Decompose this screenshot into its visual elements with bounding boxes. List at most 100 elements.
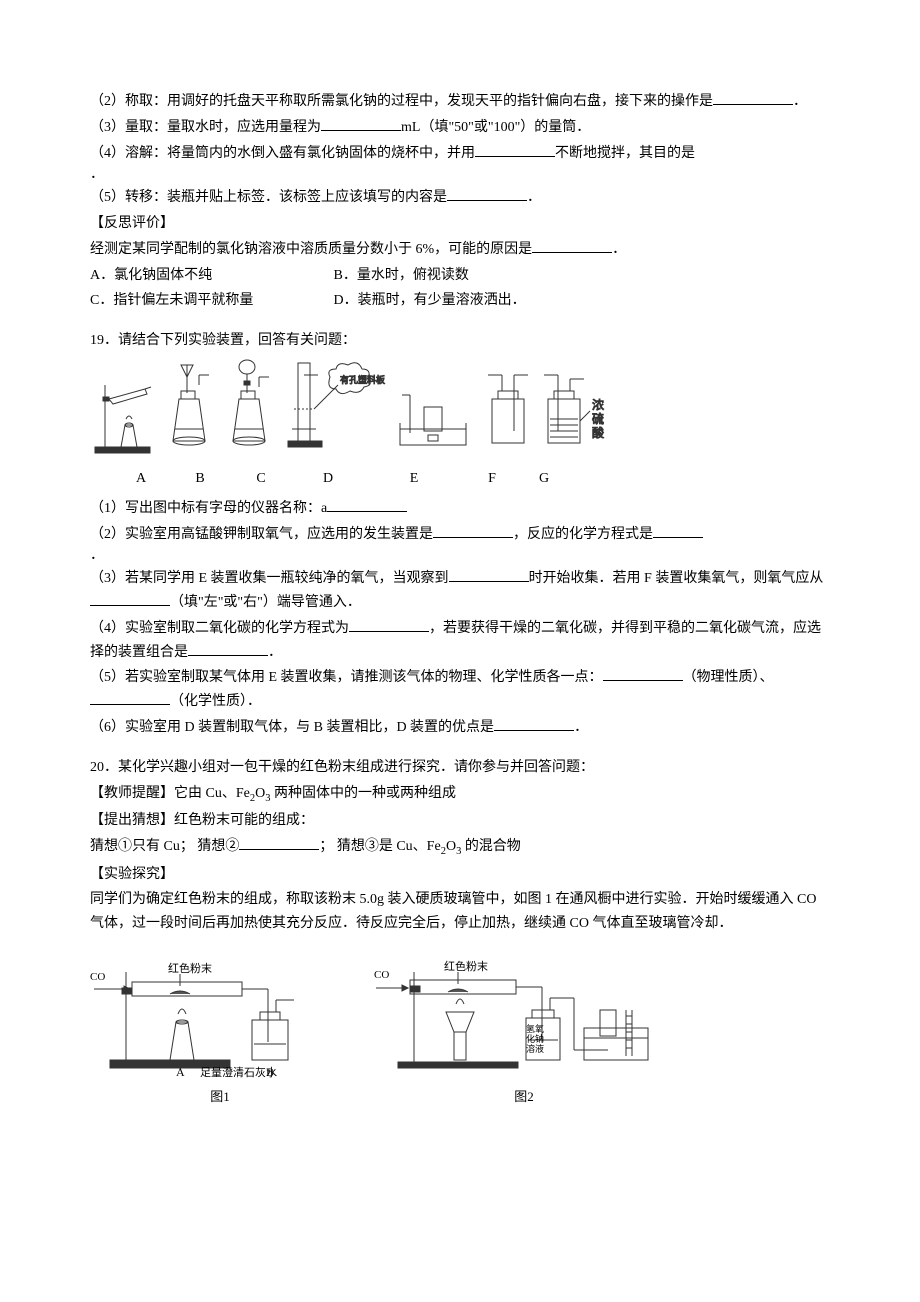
fig1-caption: 图1 [90,1086,350,1108]
fig2: CO 红色粉末 氢氧 化钠 溶液 图2 [374,942,674,1108]
bubble-text: 有孔塑料板 [340,374,385,385]
fig2-red: 红色粉末 [444,959,488,973]
blank [447,186,527,201]
fig2-naoh-3: 溶液 [526,1043,544,1054]
q20-guess-head: 【提出猜想】红色粉末可能的组成： [90,809,830,833]
apparatus-svg: 有孔塑料板 [90,355,620,465]
q18-item4-end: ． [90,167,830,184]
q18-opts-row1: A．氯化钠固体不纯 B．量水时，俯视读数 [90,264,830,288]
q19-p3: （3）若某同学用 E 装置收集一瓶较纯净的氧气，当观察到 时开始收集．若用 F 装… [90,567,830,615]
q19-p4-post: ． [268,645,282,660]
q19-p5: （5）若实验室制取某气体用 E 装置收集，请推测该气体的物理、化学性质各一点： （… [90,666,830,714]
q20-stem: 20．某化学兴趣小组对一包干燥的红色粉末组成进行探究．请你参与并回答问题： [90,756,830,780]
q18-reflect: 经测定某同学配制的氯化钠溶液中溶质质量分数小于 6%，可能的原因是 ． [90,238,830,262]
blank [349,617,429,632]
fig2-naoh-2: 化钠 [526,1033,544,1044]
q20-teacher-text: 它由 Cu、Fe2O3 两种固体中的一种或两种组成 [174,786,456,801]
q19-p5-mid2: （化学性质）． [170,694,261,709]
q18-item5-post: ． [527,190,541,205]
q20-guess-label: 【提出猜想】 [90,813,174,828]
blank [653,523,703,538]
q19-p3-mid: 时开始收集．若用 F 装置收集氧气，则氧气应从 [529,571,824,586]
fig1-A: A [176,1065,185,1079]
blank [90,591,170,606]
q18-item4: （4）溶解：将量筒内的水倒入盛有氯化钠固体的烧杯中，并用不断地搅拌，其目的是 [90,142,830,166]
fig1-svg: CO 红色粉末 足量澄清石灰水 A B [90,942,350,1082]
label-A: A [90,467,170,491]
blank [90,690,170,705]
q19-p6-pre: （6）实验室用 D 装置制取气体，与 B 装置相比，D 装置的优点是 [90,720,494,735]
blank [494,716,574,731]
q20-guess-text: 红色粉末可能的组成： [174,813,314,828]
q19-p6-post: ． [574,720,588,735]
blank [713,90,793,105]
q18-opts-row2: C．指针偏左未调平就称量 D．装瓶时，有少量溶液洒出． [90,289,830,313]
g-label-3: 酸 [592,425,604,440]
q19-p2-pre: （2）实验室用高锰酸钾制取氧气，应选用的发生装置是 [90,527,433,542]
label-G: G [520,467,568,491]
fig2-svg: CO 红色粉末 氢氧 化钠 溶液 [374,942,674,1082]
blank [188,641,268,656]
q19-p4-pre: （4）实验室制取二氧化碳的化学方程式为 [90,621,349,636]
blank [321,116,401,131]
q18-optA: A．氯化钠固体不纯 [90,264,330,288]
q19-p3-pre: （3）若某同学用 E 装置收集一瓶较纯净的氧气，当观察到 [90,571,449,586]
q20-exp-label: 【实验探究】 [90,863,830,887]
q18-optD: D．装瓶时，有少量溶液洒出． [334,289,526,313]
blank [327,497,407,512]
blank [532,238,612,253]
q18-item2-pre: （2）称取：用调好的托盘天平称取所需氯化钠的过程中，发现天平的指针偏向右盘，接下… [90,94,713,109]
q19-p4: （4）实验室制取二氧化碳的化学方程式为，若要获得干燥的二氧化碳，并得到平稳的二氧… [90,617,830,665]
apparatus-letters: A B C D E F G [90,467,830,491]
fig2-co: CO [374,969,389,981]
q18-item3-pre: （3）量取：量取水时，应选用量程为 [90,120,321,135]
g-label-2: 硫 [592,411,604,426]
blank [433,523,513,538]
q18-item5: （5）转移：装瓶并贴上标签．该标签上应该填写的内容是 ． [90,186,830,210]
q20-guess1: 猜想①只有 Cu； 猜想② [90,839,239,854]
q19-stem: 19．请结合下列实验装置，回答有关问题： [90,329,830,353]
q20-figures: CO 红色粉末 足量澄清石灰水 A B 图1 [90,942,830,1108]
q18-item2-post: ． [793,94,807,109]
q18-item5-pre: （5）转移：装瓶并贴上标签．该标签上应该填写的内容是 [90,190,447,205]
q19-p1-pre: （1）写出图中标有字母的仪器名称：a [90,501,327,516]
q19-p1: （1）写出图中标有字母的仪器名称：a [90,497,830,521]
q18-item3: （3）量取：量取水时，应选用量程为 mL（填"50"或"100"）的量筒． [90,116,830,140]
q20-teacher: 【教师提醒】它由 Cu、Fe2O3 两种固体中的一种或两种组成 [90,782,830,808]
fig1-co: CO [90,971,105,983]
q18-item3-mid: mL（填"50"或"100"）的量筒． [401,120,590,135]
q18-item4-pre: （4）溶解：将量筒内的水倒入盛有氯化钠固体的烧杯中，并用 [90,146,475,161]
page-root: （2）称取：用调好的托盘天平称取所需氯化钠的过程中，发现天平的指针偏向右盘，接下… [0,0,920,1302]
q18-optB: B．量水时，俯视读数 [334,264,469,288]
fig1-red: 红色粉末 [168,961,212,975]
label-B: B [170,467,230,491]
q18-reflect-label: 【反思评价】 [90,212,830,236]
q19-p5-mid1: （物理性质）、 [683,670,774,685]
q19-p6: （6）实验室用 D 装置制取气体，与 B 装置相比，D 装置的优点是 ． [90,716,830,740]
q20-guess-line: 猜想①只有 Cu； 猜想② ； 猜想③是 Cu、Fe2O3 的混合物 [90,835,830,861]
q19-p3-post: （填"左"或"右"）端导管通入． [170,595,361,610]
g-label-1: 浓 [592,398,604,412]
q19-p2-end: ． [90,548,830,565]
blank [475,142,555,157]
q20-teacher-label: 【教师提醒】 [90,786,174,801]
q20-exp-p1: 同学们为确定红色粉末的组成，称取该粉末 5.0g 装入硬质玻璃管中，如图 1 在… [90,888,830,936]
blank [239,835,319,850]
fig1: CO 红色粉末 足量澄清石灰水 A B 图1 [90,942,350,1108]
apparatus-figure: 有孔塑料板 [90,355,830,491]
label-C: C [230,467,292,491]
fig2-caption: 图2 [374,1086,674,1108]
label-F: F [464,467,520,491]
q18-item2: （2）称取：用调好的托盘天平称取所需氯化钠的过程中，发现天平的指针偏向右盘，接下… [90,90,830,114]
q19-p5-pre: （5）若实验室制取某气体用 E 装置收集，请推测该气体的物理、化学性质各一点： [90,670,603,685]
label-E: E [364,467,464,491]
fig1-B: B [266,1065,274,1079]
q18-reflect-post: ． [612,242,626,257]
blank [449,567,529,582]
fig2-naoh-1: 氢氧 [526,1023,544,1034]
label-D: D [292,467,364,491]
q19-p2-mid: ，反应的化学方程式是 [513,527,653,542]
q20-guess3: ； 猜想③是 Cu、Fe2O3 的混合物 [319,839,520,854]
blank [603,666,683,681]
q18-reflect-pre: 经测定某同学配制的氯化钠溶液中溶质质量分数小于 6%，可能的原因是 [90,242,532,257]
